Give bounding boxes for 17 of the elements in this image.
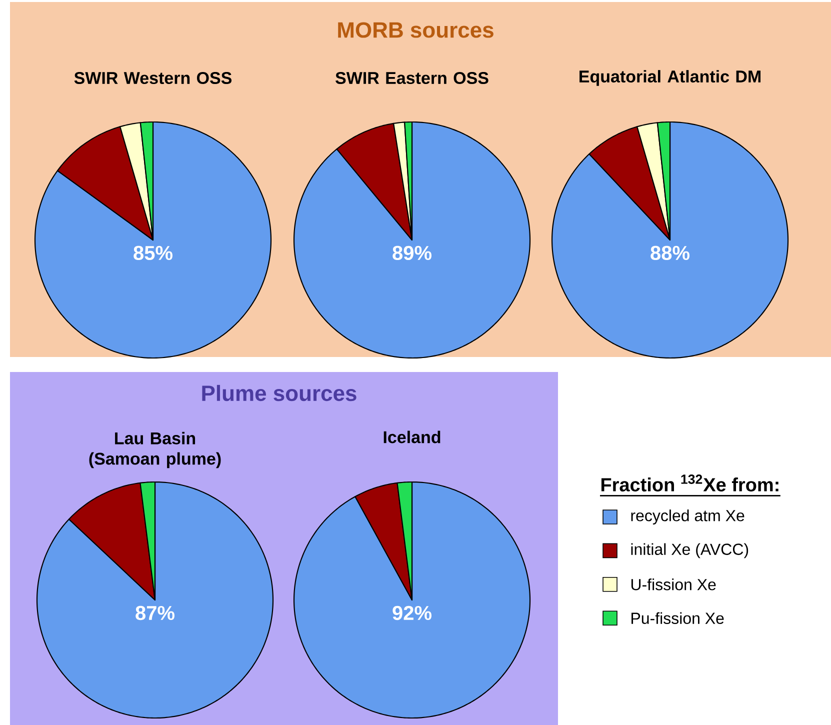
data-label: 88%: [650, 246, 690, 260]
chart-title: SWIR Western OSS: [74, 72, 232, 84]
data-label: 85%: [134, 246, 172, 260]
legend-label: U-fission Xe: [631, 578, 716, 590]
chart-title: Iceland: [384, 430, 440, 444]
chart-title: SWIR Eastern OSS: [336, 72, 488, 84]
chart-title: Lau Basin (Samoan plume): [89, 432, 221, 468]
legend-title: Fraction $^{132}$Xe from:: [601, 474, 778, 492]
legend-label: Pu-fission Xe: [632, 612, 724, 624]
legend-label: initial Xe (AVCC): [631, 543, 748, 558]
legend-label: recycled atm Xe: [631, 510, 744, 524]
text: Plume sources: [202, 384, 356, 402]
text: MORB sources: [338, 22, 494, 38]
data-label: 92%: [392, 606, 432, 620]
data-label: 87%: [136, 606, 174, 620]
data-label: 89%: [392, 246, 432, 260]
chart-title: Equatorial Atlantic DM: [580, 70, 760, 86]
